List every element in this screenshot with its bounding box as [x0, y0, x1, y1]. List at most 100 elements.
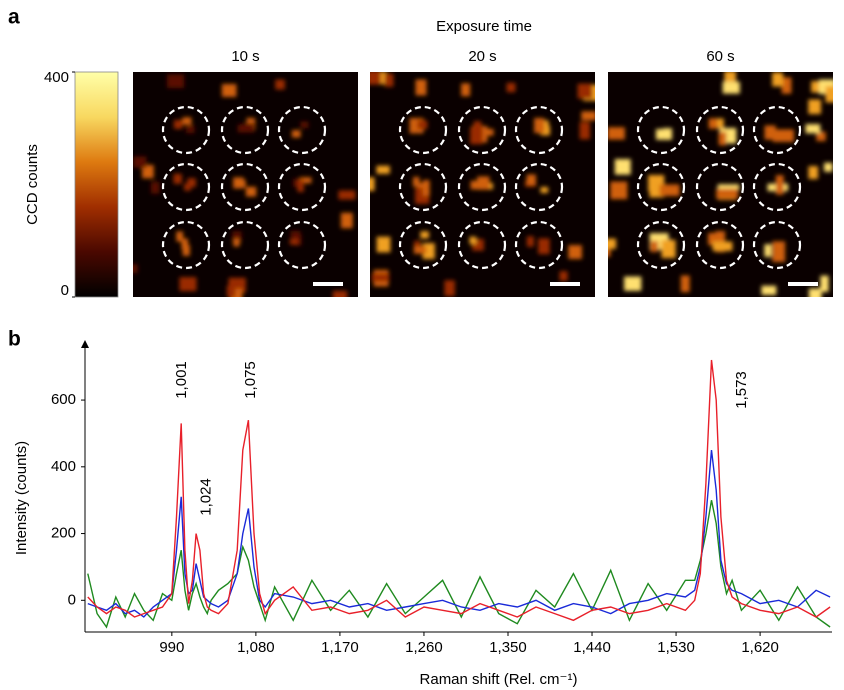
- spot: [417, 182, 428, 190]
- colorbar-tick-label: 400: [44, 69, 69, 86]
- roi-circle: [752, 220, 802, 270]
- roi-circle: [636, 162, 686, 212]
- spot: [275, 79, 285, 90]
- spot: [811, 81, 820, 93]
- roi-circle: [514, 105, 564, 155]
- spot: [417, 120, 428, 130]
- spot: [379, 72, 388, 85]
- spot: [781, 77, 792, 94]
- spot: [761, 285, 777, 296]
- micrograph: [608, 72, 833, 297]
- spot: [808, 288, 822, 297]
- spot: [708, 118, 718, 129]
- spots: [608, 72, 833, 297]
- spot: [808, 166, 819, 180]
- roi-circle: [161, 162, 211, 212]
- spot: [246, 123, 255, 133]
- spot: [182, 117, 192, 125]
- spot: [722, 81, 740, 94]
- x-tick-label: 1,440: [573, 639, 611, 656]
- spot: [610, 181, 628, 200]
- spot: [232, 231, 242, 243]
- spot: [332, 290, 348, 297]
- roi-circle: [752, 162, 802, 212]
- panel-label: b: [8, 328, 21, 351]
- roi-circle: [161, 105, 211, 155]
- spot: [376, 165, 390, 174]
- spot: [540, 125, 551, 136]
- series-line: [87, 500, 831, 629]
- y-tick-label: 200: [51, 525, 76, 542]
- spot: [291, 130, 301, 138]
- spot: [290, 231, 301, 238]
- spot: [473, 121, 482, 138]
- roi-circle: [514, 220, 564, 270]
- spot: [221, 83, 237, 97]
- x-axis-label: Raman shift (Rel. cm⁻¹): [420, 671, 578, 688]
- spot: [415, 79, 427, 96]
- roi-circle: [220, 105, 270, 155]
- spot: [534, 117, 545, 134]
- spot: [384, 73, 394, 87]
- roi-circle: [514, 162, 564, 212]
- spot: [577, 83, 593, 99]
- spot: [581, 111, 595, 121]
- spot: [469, 236, 477, 245]
- spot: [823, 162, 833, 172]
- spot: [540, 186, 549, 194]
- spot: [650, 240, 659, 252]
- spot: [412, 176, 420, 187]
- y-axis-label: Intensity (counts): [13, 441, 30, 555]
- spot: [289, 238, 299, 245]
- micrograph: [133, 72, 358, 297]
- spot: [422, 180, 430, 196]
- y-tick-label: 0: [68, 591, 76, 608]
- roi-circle: [695, 162, 745, 212]
- spot: [716, 188, 738, 199]
- spot: [568, 245, 582, 259]
- spot: [624, 276, 642, 291]
- roi-circle: [398, 105, 448, 155]
- spot: [293, 178, 301, 188]
- roi-circle: [277, 220, 327, 270]
- spot: [173, 173, 182, 184]
- spot: [226, 285, 236, 297]
- spot: [167, 74, 185, 89]
- spot: [559, 271, 568, 281]
- spot: [173, 119, 183, 129]
- x-tick-label: 1,350: [489, 639, 527, 656]
- spot: [133, 264, 138, 273]
- spot: [182, 244, 190, 256]
- spot: [150, 181, 160, 194]
- spot: [717, 184, 740, 191]
- spot: [649, 187, 664, 198]
- roi-circle: [277, 162, 327, 212]
- spot: [712, 118, 724, 129]
- spot: [718, 131, 727, 146]
- spot: [413, 246, 427, 254]
- spot: [659, 184, 680, 197]
- spot: [299, 177, 312, 184]
- x-tick-label: 1,260: [405, 639, 443, 656]
- image-title: 10 s: [231, 48, 259, 65]
- x-tick-label: 1,170: [321, 639, 359, 656]
- roi-circle: [636, 105, 686, 155]
- spot: [579, 121, 590, 140]
- roi-circle: [636, 220, 686, 270]
- spot: [187, 178, 196, 188]
- spot: [772, 129, 794, 142]
- spot: [420, 231, 430, 239]
- spot: [712, 241, 733, 251]
- roi-circle: [457, 162, 507, 212]
- spot: [816, 131, 826, 142]
- x-tick-label: 1,530: [657, 639, 695, 656]
- colorbar: [74, 71, 119, 298]
- spot: [470, 180, 480, 190]
- spot: [461, 83, 471, 97]
- x-tick-label: 1,620: [741, 639, 779, 656]
- roi-circle: [398, 162, 448, 212]
- roi-circle: [161, 220, 211, 270]
- spot: [764, 125, 776, 140]
- spot: [142, 164, 154, 179]
